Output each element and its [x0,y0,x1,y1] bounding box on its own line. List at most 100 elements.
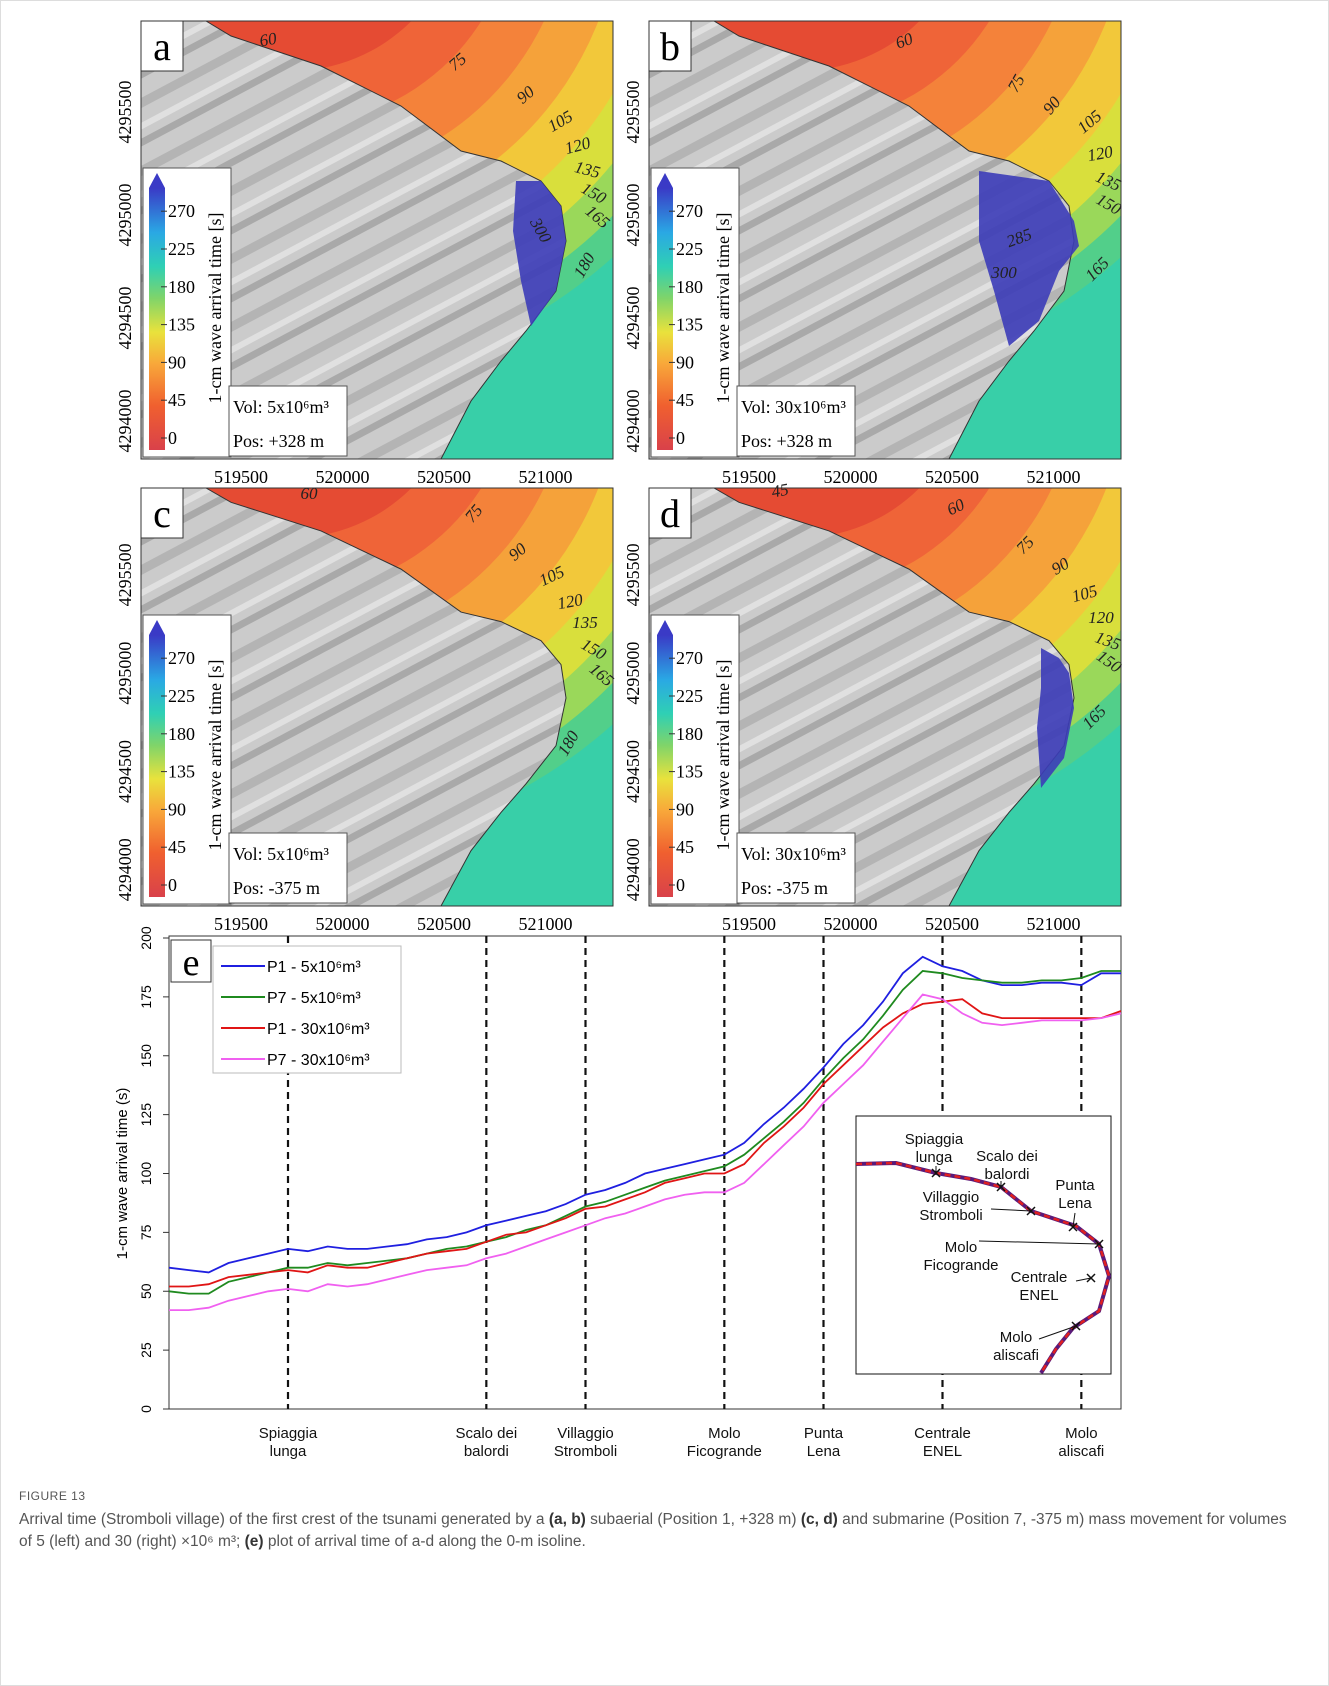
inset-marker [1071,1321,1081,1331]
x-tick-label: Scalo dei balordi [455,1425,518,1460]
params-box [736,832,856,904]
contour-label: 60 [893,29,916,53]
inset-leader [978,1240,1100,1245]
map-y-tick-label: 4294500 [115,287,135,350]
colorbar [657,635,673,897]
map-x-tick-label: 520500 [417,467,471,487]
map-y-tick-label: 4295000 [623,184,643,247]
volume-label: Vol: 5x10⁶m³ [233,844,329,864]
contour-label: 60 [944,495,968,520]
map-x-tick-label: 521000 [519,914,573,934]
colorbar-tick-label: 225 [676,686,703,706]
map-y-tick-label: 4294500 [623,740,643,803]
inset-marker [1086,1273,1096,1283]
caption: Arrival time (Stromboli village) of the … [19,1509,1289,1553]
colorbar-tick-label: 225 [168,239,195,259]
colorbar-tick-label: 180 [676,724,703,744]
map-x-tick-label: 519500 [214,467,268,487]
map-area [649,488,1121,906]
position-label: Pos: -375 m [233,878,320,898]
volume-label: Vol: 30x10⁶m³ [741,397,846,417]
contour-label: 45 [770,480,790,502]
map-x-tick-label: 521000 [1027,914,1081,934]
params-box [228,832,348,904]
map-y-tick-label: 4294000 [115,838,135,901]
inset-leader [1075,1277,1092,1282]
map-y-tick-label: 4294000 [623,838,643,901]
x-tick-label: Punta Lena [803,1425,844,1460]
contour-label: 300 [990,263,1017,282]
map-x-tick-label: 520000 [316,467,370,487]
map-frame [140,487,614,907]
caption-text: and submarine (Position 7, -375 m) mass … [19,1511,1287,1550]
colorbar-tick-label: 90 [676,799,694,819]
inset-label: Molo aliscafi [993,1329,1039,1364]
x-tick-label: Spiaggia lunga [258,1425,318,1460]
inset-marker [996,1182,1006,1192]
panel-letter: c [153,491,171,536]
legend-label: P7 - 30x10⁶m³ [267,1052,370,1069]
inset-leader [1072,1212,1076,1228]
colorbar-tick-label: 225 [168,686,195,706]
colorbar-tick-label: 135 [676,315,703,335]
inset-leader [1038,1325,1077,1340]
colorbar-tick-label: 0 [676,875,685,895]
colorbar-tick-label: 0 [168,875,177,895]
panel-letter-box [170,939,212,983]
figure: 607590105120135150165300180a045901351802… [114,20,1125,1413]
inset-label: Centrale ENEL [1010,1269,1068,1304]
panel-letter: d [660,491,680,536]
early-arrival-zone [979,171,1079,346]
colorbar-label: 1-cm wave arrival time [s] [205,660,225,851]
y-tick-label: 75 [138,1224,154,1240]
map-panel: 607590105120135150165180c045901351802252… [115,484,617,934]
early-arrival-zone [513,181,566,326]
y-tick-label: 125 [138,1103,154,1127]
colorbar-label: 1-cm wave arrival time [s] [713,660,733,851]
params-box [736,385,856,457]
colorbar-tick-label: 225 [676,239,703,259]
legend-label: P1 - 30x10⁶m³ [267,1021,370,1038]
map-frame [648,487,1122,907]
colorbar-tick-label: 90 [168,799,186,819]
colorbar-arrow [149,620,165,635]
y-tick-label: 0 [138,1405,154,1413]
map-x-tick-label: 520000 [824,467,878,487]
inset-label: Spiaggia lunga [904,1131,964,1166]
colorbar-label: 1-cm wave arrival time [s] [713,213,733,404]
map-y-tick-label: 4294000 [115,390,135,453]
map-x-tick-label: 521000 [1027,467,1081,487]
map-area [141,21,613,459]
caption-bold: (c, d) [800,1511,838,1528]
map-panel: 45607590105120135150165d0459013518022527… [623,480,1125,934]
panel-letter-box [648,487,692,539]
map-y-tick-label: 4295000 [115,642,135,705]
y-tick-label: 200 [138,926,154,950]
inset-label: Scalo dei balordi [976,1148,1038,1183]
caption-bold: (a, b) [548,1511,586,1528]
map-y-tick-label: 4294000 [623,390,643,453]
x-tick-label: Molo Ficogrande [686,1425,762,1460]
colorbar-tick-label: 45 [168,837,186,857]
contour-label: 60 [301,484,319,503]
y-tick-label: 50 [138,1283,154,1299]
colorbar-label: 1-cm wave arrival time [s] [205,213,225,404]
inset-label: Punta Lena [1055,1177,1095,1212]
map-frame [140,20,614,460]
map-y-tick-label: 4295500 [623,543,643,606]
land [141,488,567,906]
y-axis-label: 1-cm wave arrival time (s) [114,1088,131,1260]
early-arrival-zone [1037,648,1074,788]
map-x-tick-label: 520500 [925,914,979,934]
contour-label: 120 [556,590,585,613]
map-x-tick-label: 519500 [214,914,268,934]
y-tick-label: 150 [138,1044,154,1068]
panel-letter: b [660,24,680,69]
colorbar-tick-label: 45 [676,837,694,857]
colorbar-tick-label: 270 [676,201,703,221]
y-tick-label: 175 [138,985,154,1009]
map-x-tick-label: 520500 [417,914,471,934]
legend-box [212,945,402,1074]
colorbar-tick-label: 135 [676,762,703,782]
params-box [228,385,348,457]
